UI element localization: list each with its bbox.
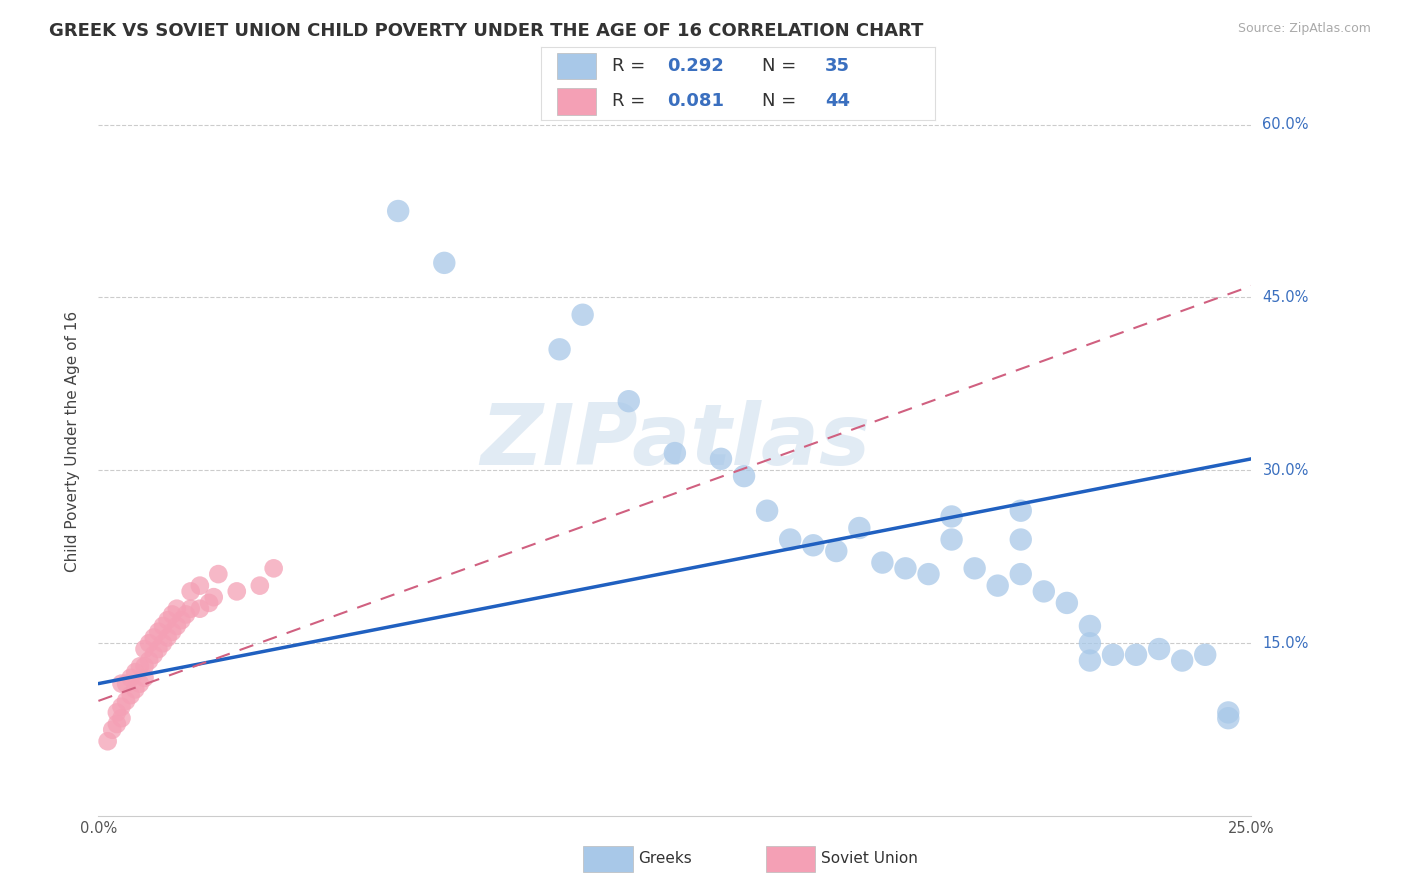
Point: [1125, 648, 1147, 662]
Point: [872, 556, 894, 570]
Text: Source: ZipAtlas.com: Source: ZipAtlas.com: [1237, 22, 1371, 36]
Point: [160, 624, 183, 639]
Point: [160, 607, 183, 622]
Point: [1056, 596, 1078, 610]
Text: 15.0%: 15.0%: [1263, 636, 1309, 651]
Point: [1147, 642, 1170, 657]
Text: 30.0%: 30.0%: [1263, 463, 1309, 478]
Point: [1078, 619, 1101, 633]
Point: [166, 601, 188, 615]
Point: [801, 538, 824, 552]
Point: [779, 533, 801, 547]
Point: [433, 256, 456, 270]
Point: [917, 567, 939, 582]
Point: [180, 584, 202, 599]
Point: [1010, 504, 1032, 518]
Point: [249, 579, 271, 593]
Point: [710, 451, 733, 466]
Point: [105, 706, 128, 720]
Text: 35: 35: [825, 57, 849, 75]
Point: [963, 561, 986, 575]
Point: [825, 544, 848, 558]
Point: [617, 394, 640, 409]
Point: [941, 509, 963, 524]
Point: [1078, 654, 1101, 668]
Point: [1171, 654, 1194, 668]
Point: [129, 676, 152, 690]
Point: [1194, 648, 1216, 662]
Point: [1218, 706, 1240, 720]
Point: [548, 343, 571, 357]
Point: [756, 504, 779, 518]
Point: [1078, 636, 1101, 650]
Point: [987, 579, 1010, 593]
Point: [1010, 533, 1032, 547]
Point: [166, 619, 188, 633]
Point: [1218, 711, 1240, 725]
Point: [152, 636, 174, 650]
Point: [120, 671, 142, 685]
Text: Greeks: Greeks: [638, 852, 692, 866]
Text: N =: N =: [762, 57, 801, 75]
Point: [941, 533, 963, 547]
Text: ZIPatlas: ZIPatlas: [479, 400, 870, 483]
Text: 44: 44: [825, 93, 849, 111]
Text: R =: R =: [612, 93, 651, 111]
Point: [134, 671, 156, 685]
Point: [110, 676, 132, 690]
Point: [664, 446, 686, 460]
Point: [138, 654, 160, 668]
Point: [124, 682, 146, 697]
Point: [207, 567, 229, 582]
Point: [202, 590, 225, 604]
Point: [1032, 584, 1054, 599]
Point: [101, 723, 124, 737]
Point: [97, 734, 120, 748]
FancyBboxPatch shape: [557, 88, 596, 114]
Point: [571, 308, 593, 322]
Point: [148, 642, 170, 657]
FancyBboxPatch shape: [557, 54, 596, 79]
Point: [138, 636, 160, 650]
Point: [174, 607, 197, 622]
Text: GREEK VS SOVIET UNION CHILD POVERTY UNDER THE AGE OF 16 CORRELATION CHART: GREEK VS SOVIET UNION CHILD POVERTY UNDE…: [49, 22, 924, 40]
Point: [733, 469, 755, 483]
Point: [263, 561, 285, 575]
Point: [152, 619, 174, 633]
Point: [142, 648, 165, 662]
Point: [110, 699, 132, 714]
Point: [225, 584, 247, 599]
Point: [115, 694, 138, 708]
Text: N =: N =: [762, 93, 801, 111]
Point: [156, 613, 179, 627]
Point: [188, 579, 211, 593]
Point: [129, 659, 152, 673]
Point: [120, 688, 142, 702]
Text: 45.0%: 45.0%: [1263, 290, 1309, 305]
Text: 0.292: 0.292: [668, 57, 724, 75]
Point: [142, 631, 165, 645]
Text: 60.0%: 60.0%: [1263, 117, 1309, 132]
Point: [848, 521, 870, 535]
Point: [198, 596, 221, 610]
Point: [180, 601, 202, 615]
Point: [134, 659, 156, 673]
Point: [1102, 648, 1125, 662]
Point: [387, 204, 409, 219]
Point: [134, 642, 156, 657]
Point: [156, 631, 179, 645]
Point: [148, 624, 170, 639]
Point: [124, 665, 146, 679]
Point: [170, 613, 193, 627]
Point: [110, 711, 132, 725]
Point: [894, 561, 917, 575]
Y-axis label: Child Poverty Under the Age of 16: Child Poverty Under the Age of 16: [65, 311, 80, 572]
Text: 0.081: 0.081: [668, 93, 724, 111]
Text: R =: R =: [612, 57, 651, 75]
Point: [115, 676, 138, 690]
Point: [105, 717, 128, 731]
Point: [188, 601, 211, 615]
Text: Soviet Union: Soviet Union: [821, 852, 918, 866]
Point: [1010, 567, 1032, 582]
